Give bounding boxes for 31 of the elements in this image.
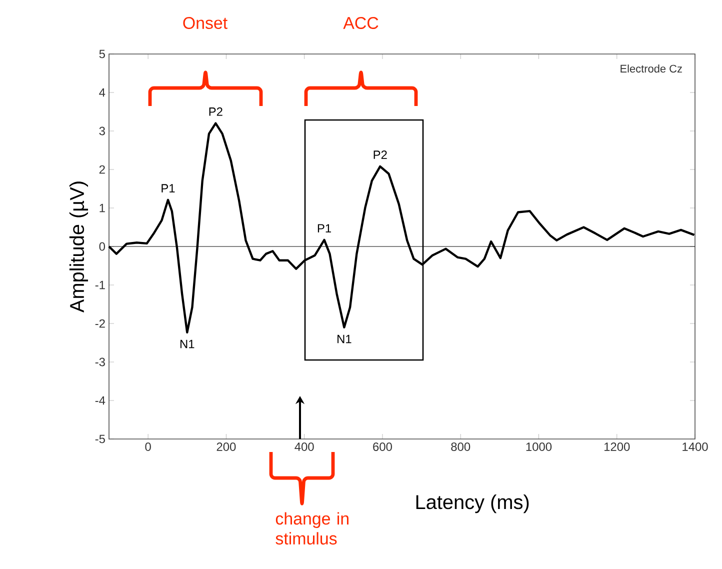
y-tick-label: -1 xyxy=(95,280,105,290)
x-tick-label: 1000 xyxy=(526,442,552,451)
annotation: P2 xyxy=(209,107,222,116)
y-tick-label: 0 xyxy=(99,242,106,251)
x-tick-label: 800 xyxy=(451,442,470,451)
y-tick-label: -2 xyxy=(95,319,105,328)
y-axis-title: Amplitude (µV) xyxy=(69,182,88,313)
annotation: Electrode Cz xyxy=(620,64,682,73)
annotation: P2 xyxy=(374,150,387,159)
annotation: P1 xyxy=(318,224,331,232)
y-tick-label: 4 xyxy=(99,88,106,97)
text: ACC xyxy=(343,16,378,29)
y-tick-label: 5 xyxy=(99,50,105,58)
x-tick-label: 0 xyxy=(145,442,151,451)
x-tick-label: 200 xyxy=(216,442,236,451)
y-tick-label: 2 xyxy=(99,165,105,174)
annotation: P1 xyxy=(162,184,175,192)
y-tick-label: -5 xyxy=(95,434,105,444)
text: Onset xyxy=(183,16,228,29)
x-tick-label: 400 xyxy=(294,442,314,451)
x-axis-title: Latency (ms) xyxy=(416,494,529,514)
text: change in stimulus xyxy=(276,512,348,545)
x-tick-label: 1200 xyxy=(604,442,630,451)
y-tick-label: 1 xyxy=(100,204,105,212)
y-tick-label: -3 xyxy=(95,358,105,366)
annotation: N1 xyxy=(338,334,352,344)
x-tick-label: 600 xyxy=(373,442,392,451)
annotation: N1 xyxy=(180,340,194,348)
x-tick-label: 1400 xyxy=(682,442,708,451)
y-tick-label: 3 xyxy=(99,126,105,136)
y-tick-label: -4 xyxy=(95,396,106,405)
